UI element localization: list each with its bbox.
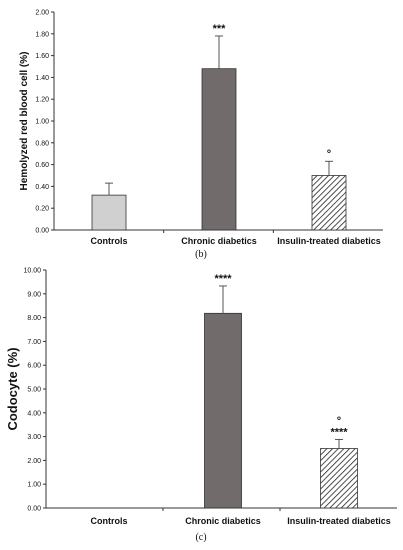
y-tick-label: 2.00 bbox=[27, 458, 41, 465]
y-tick-label: 7.00 bbox=[27, 339, 41, 346]
y-tick-label: 0.80 bbox=[35, 140, 49, 147]
bar bbox=[91, 194, 127, 231]
y-tick-label: 9.00 bbox=[27, 291, 41, 298]
significance-annotation: *** bbox=[213, 23, 227, 35]
y-tick-label: 0.40 bbox=[35, 184, 49, 191]
y-tick-label: 1.00 bbox=[35, 119, 49, 126]
chart-hemolyzed-rbc: 0.00 0.20 0.40 0.60 0.80 1.00 1.20 1.40 1.60 1.80… bbox=[19, 10, 383, 260]
x-category-label: Chronic diabetics bbox=[181, 236, 257, 246]
y-tick-label: 0.20 bbox=[35, 206, 49, 213]
y-tick-label: 0.60 bbox=[35, 162, 49, 169]
y-tick-label: 0.00 bbox=[27, 506, 41, 513]
x-category-label: Controls bbox=[91, 236, 128, 246]
y-tick-label: 1.40 bbox=[35, 75, 49, 82]
y-axis-label: Codocyte (%) bbox=[5, 347, 20, 430]
y-tick-label: 0.00 bbox=[35, 228, 49, 235]
y-tick-label: 3.00 bbox=[27, 434, 41, 441]
significance-annotation: ° bbox=[337, 415, 341, 427]
y-tick-label: 1.20 bbox=[35, 97, 49, 104]
y-tick-label: 1.60 bbox=[35, 53, 49, 60]
x-category-label: Insulin-treated diabetics bbox=[287, 516, 391, 526]
significance-annotation: **** bbox=[330, 426, 348, 438]
x-category-label: Chronic diabetics bbox=[185, 516, 261, 526]
bar bbox=[311, 175, 347, 231]
x-category-label: Insulin-treated diabetics bbox=[277, 236, 381, 246]
y-tick-label: 6.00 bbox=[27, 363, 41, 370]
y-tick-label: 4.00 bbox=[27, 410, 41, 417]
bar bbox=[201, 68, 237, 231]
y-tick-label: 1.80 bbox=[35, 31, 49, 38]
chart-codocyte: 0.00 1.00 2.00 3.00 4.00 5.00 6.00 7.00 8.00 9.00… bbox=[5, 268, 397, 543]
y-tick-label: 2.00 bbox=[35, 10, 49, 17]
significance-annotation: **** bbox=[214, 273, 232, 285]
y-tick-label: 5.00 bbox=[27, 387, 41, 394]
y-tick-label: 8.00 bbox=[27, 315, 41, 322]
y-axis-label: Hemolyzed red blood cell (%) bbox=[19, 52, 30, 191]
bar bbox=[320, 448, 358, 509]
panel-label: (b) bbox=[195, 249, 207, 260]
y-tick-label: 10.00 bbox=[23, 268, 41, 275]
panel-label: (c) bbox=[195, 532, 206, 543]
bar bbox=[204, 312, 242, 509]
y-tick-label: 1.00 bbox=[27, 482, 41, 489]
x-category-label: Controls bbox=[91, 516, 128, 526]
significance-annotation: ° bbox=[327, 148, 331, 160]
